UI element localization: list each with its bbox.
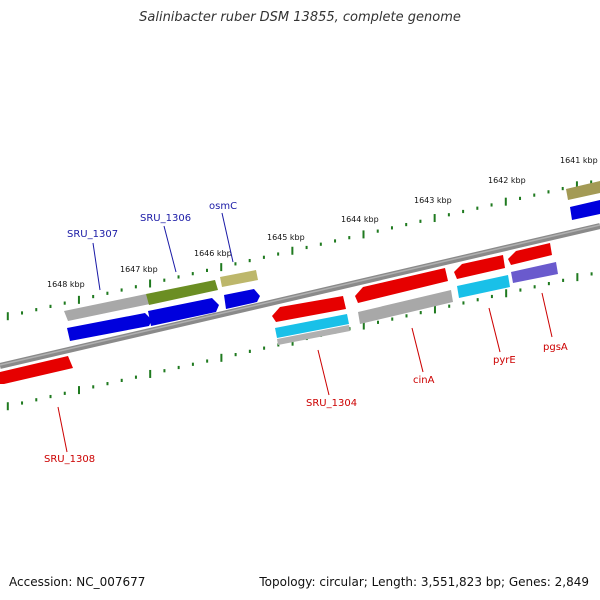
genome-backbone-highlight bbox=[0, 224, 600, 366]
ruler-label-1641: 1641 kbp bbox=[560, 156, 598, 165]
label-sru-1304: SRU_1304 bbox=[306, 398, 357, 409]
line-sru-1307 bbox=[92, 242, 101, 291]
gene-forward-blue-edge[interactable] bbox=[570, 200, 600, 220]
gene-sru-1304[interactable] bbox=[272, 296, 346, 322]
label-pyre: pyrE bbox=[493, 355, 516, 366]
gene-forward-blue-3[interactable] bbox=[224, 289, 260, 309]
label-lines bbox=[57, 212, 553, 453]
line-osmc bbox=[221, 212, 234, 263]
gene-sru-1304-gray[interactable] bbox=[277, 325, 350, 345]
line-pgsa bbox=[541, 292, 553, 338]
forward-genes bbox=[64, 181, 600, 341]
gene-sru-1304-cyan[interactable] bbox=[275, 314, 349, 338]
gene-forward-edge[interactable] bbox=[566, 181, 600, 200]
gene-labels: SRU_1307 SRU_1306 osmC SRU_1308 SRU_1304… bbox=[44, 201, 568, 465]
gene-cina[interactable] bbox=[355, 268, 448, 303]
ruler-label-1646: 1646 kbp bbox=[194, 249, 232, 258]
ruler-label-1645: 1645 kbp bbox=[267, 233, 305, 242]
gene-sru-1306[interactable] bbox=[146, 280, 218, 305]
gene-forward-blue-2[interactable] bbox=[148, 298, 219, 326]
ruler-label-1643: 1643 kbp bbox=[414, 196, 452, 205]
line-sru-1306 bbox=[163, 225, 177, 273]
ruler-label-1648: 1648 kbp bbox=[47, 280, 85, 289]
line-sru-1308 bbox=[57, 406, 68, 453]
gene-osmc[interactable] bbox=[220, 270, 258, 287]
topology-text: Topology: circular; Length: 3,551,823 bp… bbox=[259, 575, 589, 589]
gene-sru-1308[interactable] bbox=[0, 356, 73, 384]
label-osmc: osmC bbox=[209, 201, 237, 212]
gene-pgsa-purple[interactable] bbox=[511, 262, 558, 283]
map-title: Salinibacter ruber DSM 13855, complete g… bbox=[139, 10, 461, 25]
ruler-labels: 1648 kbp 1647 kbp 1646 kbp 1645 kbp 1644… bbox=[47, 156, 598, 289]
label-cina: cinA bbox=[413, 375, 435, 386]
line-cina bbox=[411, 327, 424, 373]
label-sru-1307: SRU_1307 bbox=[67, 229, 118, 240]
ruler-label-1644: 1644 kbp bbox=[341, 215, 379, 224]
gene-pyre[interactable] bbox=[454, 255, 505, 279]
gene-pgsa[interactable] bbox=[508, 243, 552, 265]
line-sru-1304 bbox=[317, 349, 330, 396]
line-pyre bbox=[488, 307, 501, 353]
label-sru-1308: SRU_1308 bbox=[44, 454, 95, 465]
label-pgsa: pgsA bbox=[543, 342, 568, 353]
gene-pyre-cyan[interactable] bbox=[457, 275, 510, 298]
gene-sru-1307[interactable] bbox=[64, 294, 150, 321]
gene-forward-blue-1[interactable] bbox=[67, 313, 152, 341]
reverse-genes bbox=[0, 243, 558, 384]
gene-cina-gray[interactable] bbox=[358, 290, 453, 324]
ruler-label-1647: 1647 kbp bbox=[120, 265, 158, 274]
accession-text: Accession: NC_007677 bbox=[9, 575, 146, 589]
ruler-label-1642: 1642 kbp bbox=[488, 176, 526, 185]
genome-backbone bbox=[0, 223, 600, 369]
ruler-tracks bbox=[6, 180, 593, 411]
label-sru-1306: SRU_1306 bbox=[140, 213, 191, 224]
